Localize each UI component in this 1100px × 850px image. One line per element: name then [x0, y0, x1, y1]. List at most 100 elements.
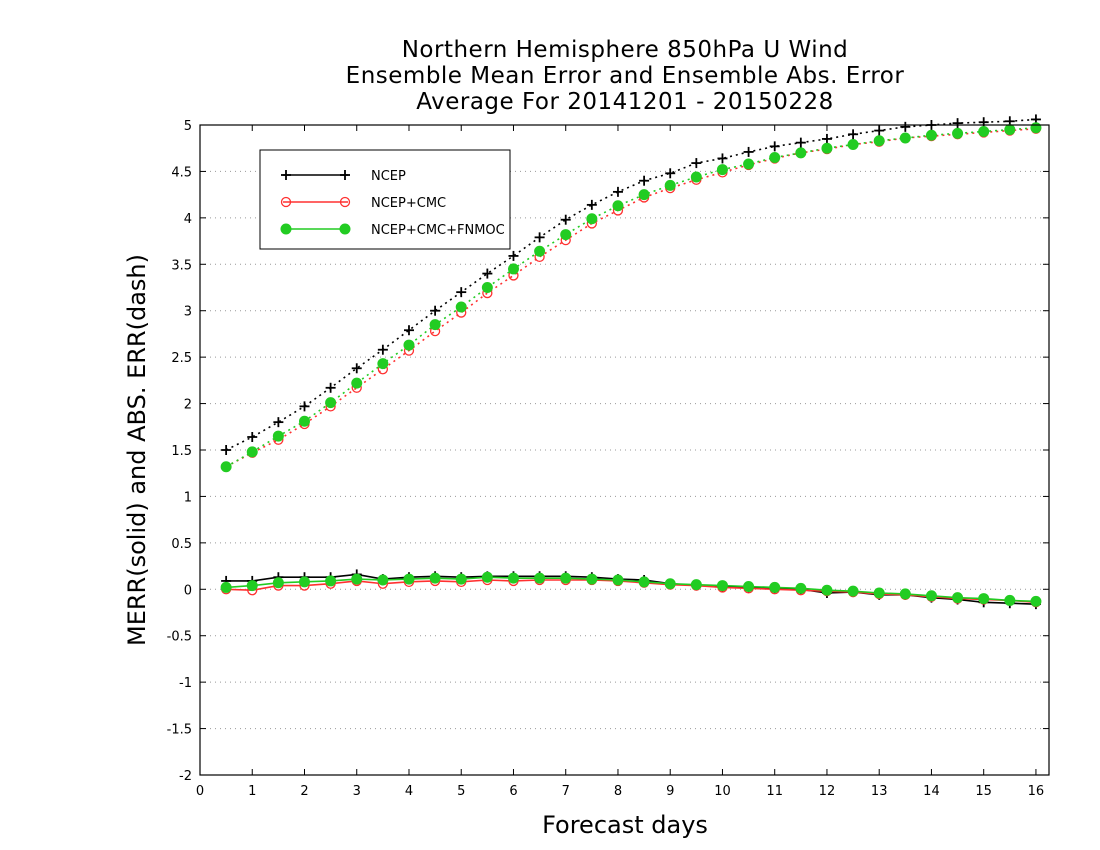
y-tick-label: 4: [184, 212, 192, 227]
mean-error-point: [899, 588, 911, 600]
abs-error-point: [978, 117, 989, 128]
x-tick-label: 11: [766, 784, 783, 799]
mean-error-point: [429, 572, 441, 584]
abs-error-point: [377, 344, 388, 355]
mean-error-point: [638, 576, 650, 588]
abs-error-point: [925, 129, 937, 141]
abs-error-point: [900, 121, 911, 132]
abs-error-point: [247, 432, 258, 442]
abs-error-point: [299, 401, 310, 412]
mean-error-point: [246, 580, 258, 592]
y-tick-label: 5: [184, 119, 192, 134]
abs-error-point: [612, 200, 624, 212]
legend-swatch-marker-left: [280, 223, 292, 235]
mean-error-point: [507, 572, 519, 584]
legend-swatch-marker-right: [339, 223, 351, 235]
abs-error-point: [691, 158, 702, 169]
abs-error-point: [716, 164, 728, 176]
abs-error-point: [481, 282, 493, 293]
mean-error-point: [534, 572, 546, 584]
abs-error-point: [874, 125, 885, 136]
axis-ticks: -2-1.5-1-0.500.511.522.533.544.550 1 2 3 4 5 6…: [167, 119, 1049, 799]
x-tick-label: 12: [819, 784, 836, 799]
abs-error-point: [273, 417, 284, 428]
abs-error-point: [272, 430, 284, 442]
abs-error-point: [795, 137, 806, 148]
mean-error-point: [586, 573, 598, 585]
abs-error-point: [1004, 124, 1016, 136]
abs-error-point: [534, 245, 546, 257]
abs-error-point: [769, 152, 781, 163]
abs-error-point: [586, 199, 597, 210]
abs-error-point: [743, 158, 755, 170]
x-tick-label: 4: [405, 784, 413, 799]
mean-error-point: [351, 573, 363, 585]
abs-error-point: [612, 186, 623, 197]
legend-item-0: NCEP: [281, 169, 406, 184]
abs-error-point: [717, 153, 728, 164]
series-2: [220, 122, 1042, 607]
mean-error-line: [226, 576, 1036, 603]
x-tick-label: 7: [562, 784, 570, 799]
abs-error-point: [455, 301, 467, 313]
x-tick-label: 15: [975, 784, 992, 799]
y-tick-label: -0.5: [167, 630, 192, 645]
abs-error-point: [560, 229, 572, 241]
mean-error-point: [925, 590, 937, 602]
abs-error-point: [795, 147, 807, 159]
x-axis-label: Forecast days: [542, 811, 708, 839]
legend-swatch-marker-left: [281, 170, 291, 180]
mean-error-point: [978, 593, 990, 605]
abs-error-point: [952, 118, 963, 129]
mean-error-point: [455, 573, 467, 585]
abs-error-point: [430, 305, 441, 316]
x-tick-label: 14: [923, 784, 940, 799]
x-tick-label: 0: [196, 784, 204, 799]
y-tick-label: 0: [184, 583, 192, 598]
y-tick-label: -1.5: [167, 723, 192, 738]
legend-swatch-marker-left: [280, 196, 292, 208]
legend-box: [259, 149, 511, 250]
abs-error-point: [638, 189, 650, 201]
legend: NCEP NCEP+CMC NCEP+CMC+FNMOC: [259, 149, 511, 250]
abs-error-point: [246, 446, 258, 458]
chart-title-line-2: Ensemble Mean Error and Ensemble Abs. Er…: [345, 63, 905, 89]
abs-error-point: [639, 175, 650, 186]
abs-error-point: [456, 287, 467, 298]
y-tick-label: 0.5: [171, 537, 192, 552]
abs-error-point: [325, 382, 336, 393]
x-tick-label: 10: [714, 784, 731, 799]
abs-error-point: [429, 319, 441, 331]
mean-error-point: [795, 582, 807, 594]
abs-error-point: [978, 126, 990, 137]
x-tick-label: 5: [457, 784, 465, 799]
mean-error-point: [1004, 594, 1016, 606]
abs-error-point: [403, 339, 415, 351]
abs-error-point: [664, 179, 676, 191]
abs-error-point: [377, 358, 389, 370]
y-tick-label: -1: [179, 676, 192, 691]
abs-error-point: [507, 263, 519, 275]
mean-error-point: [952, 592, 964, 604]
y-tick-label: 4.5: [171, 165, 192, 180]
mean-error-point: [481, 571, 493, 583]
mean-error-point: [873, 587, 885, 599]
mean-error-point: [560, 572, 572, 584]
y-tick-label: 2.5: [171, 351, 192, 366]
abs-error-point: [586, 213, 598, 225]
x-tick-label: 9: [666, 784, 674, 799]
legend-label: NCEP+CMC+FNMOC: [371, 223, 505, 238]
mean-error-point: [272, 577, 284, 589]
abs-error-point: [743, 146, 754, 157]
legend-label: NCEP+CMC: [371, 196, 446, 211]
mean-error-point: [298, 576, 310, 588]
abs-error-point: [1030, 122, 1042, 134]
abs-error-point: [899, 132, 911, 144]
x-tick-label: 2: [300, 784, 308, 799]
mean-error-point: [716, 580, 728, 592]
mean-error-point: [821, 584, 833, 596]
abs-error-point: [220, 461, 232, 473]
mean-error-point: [769, 581, 781, 593]
abs-error-point: [821, 133, 832, 144]
